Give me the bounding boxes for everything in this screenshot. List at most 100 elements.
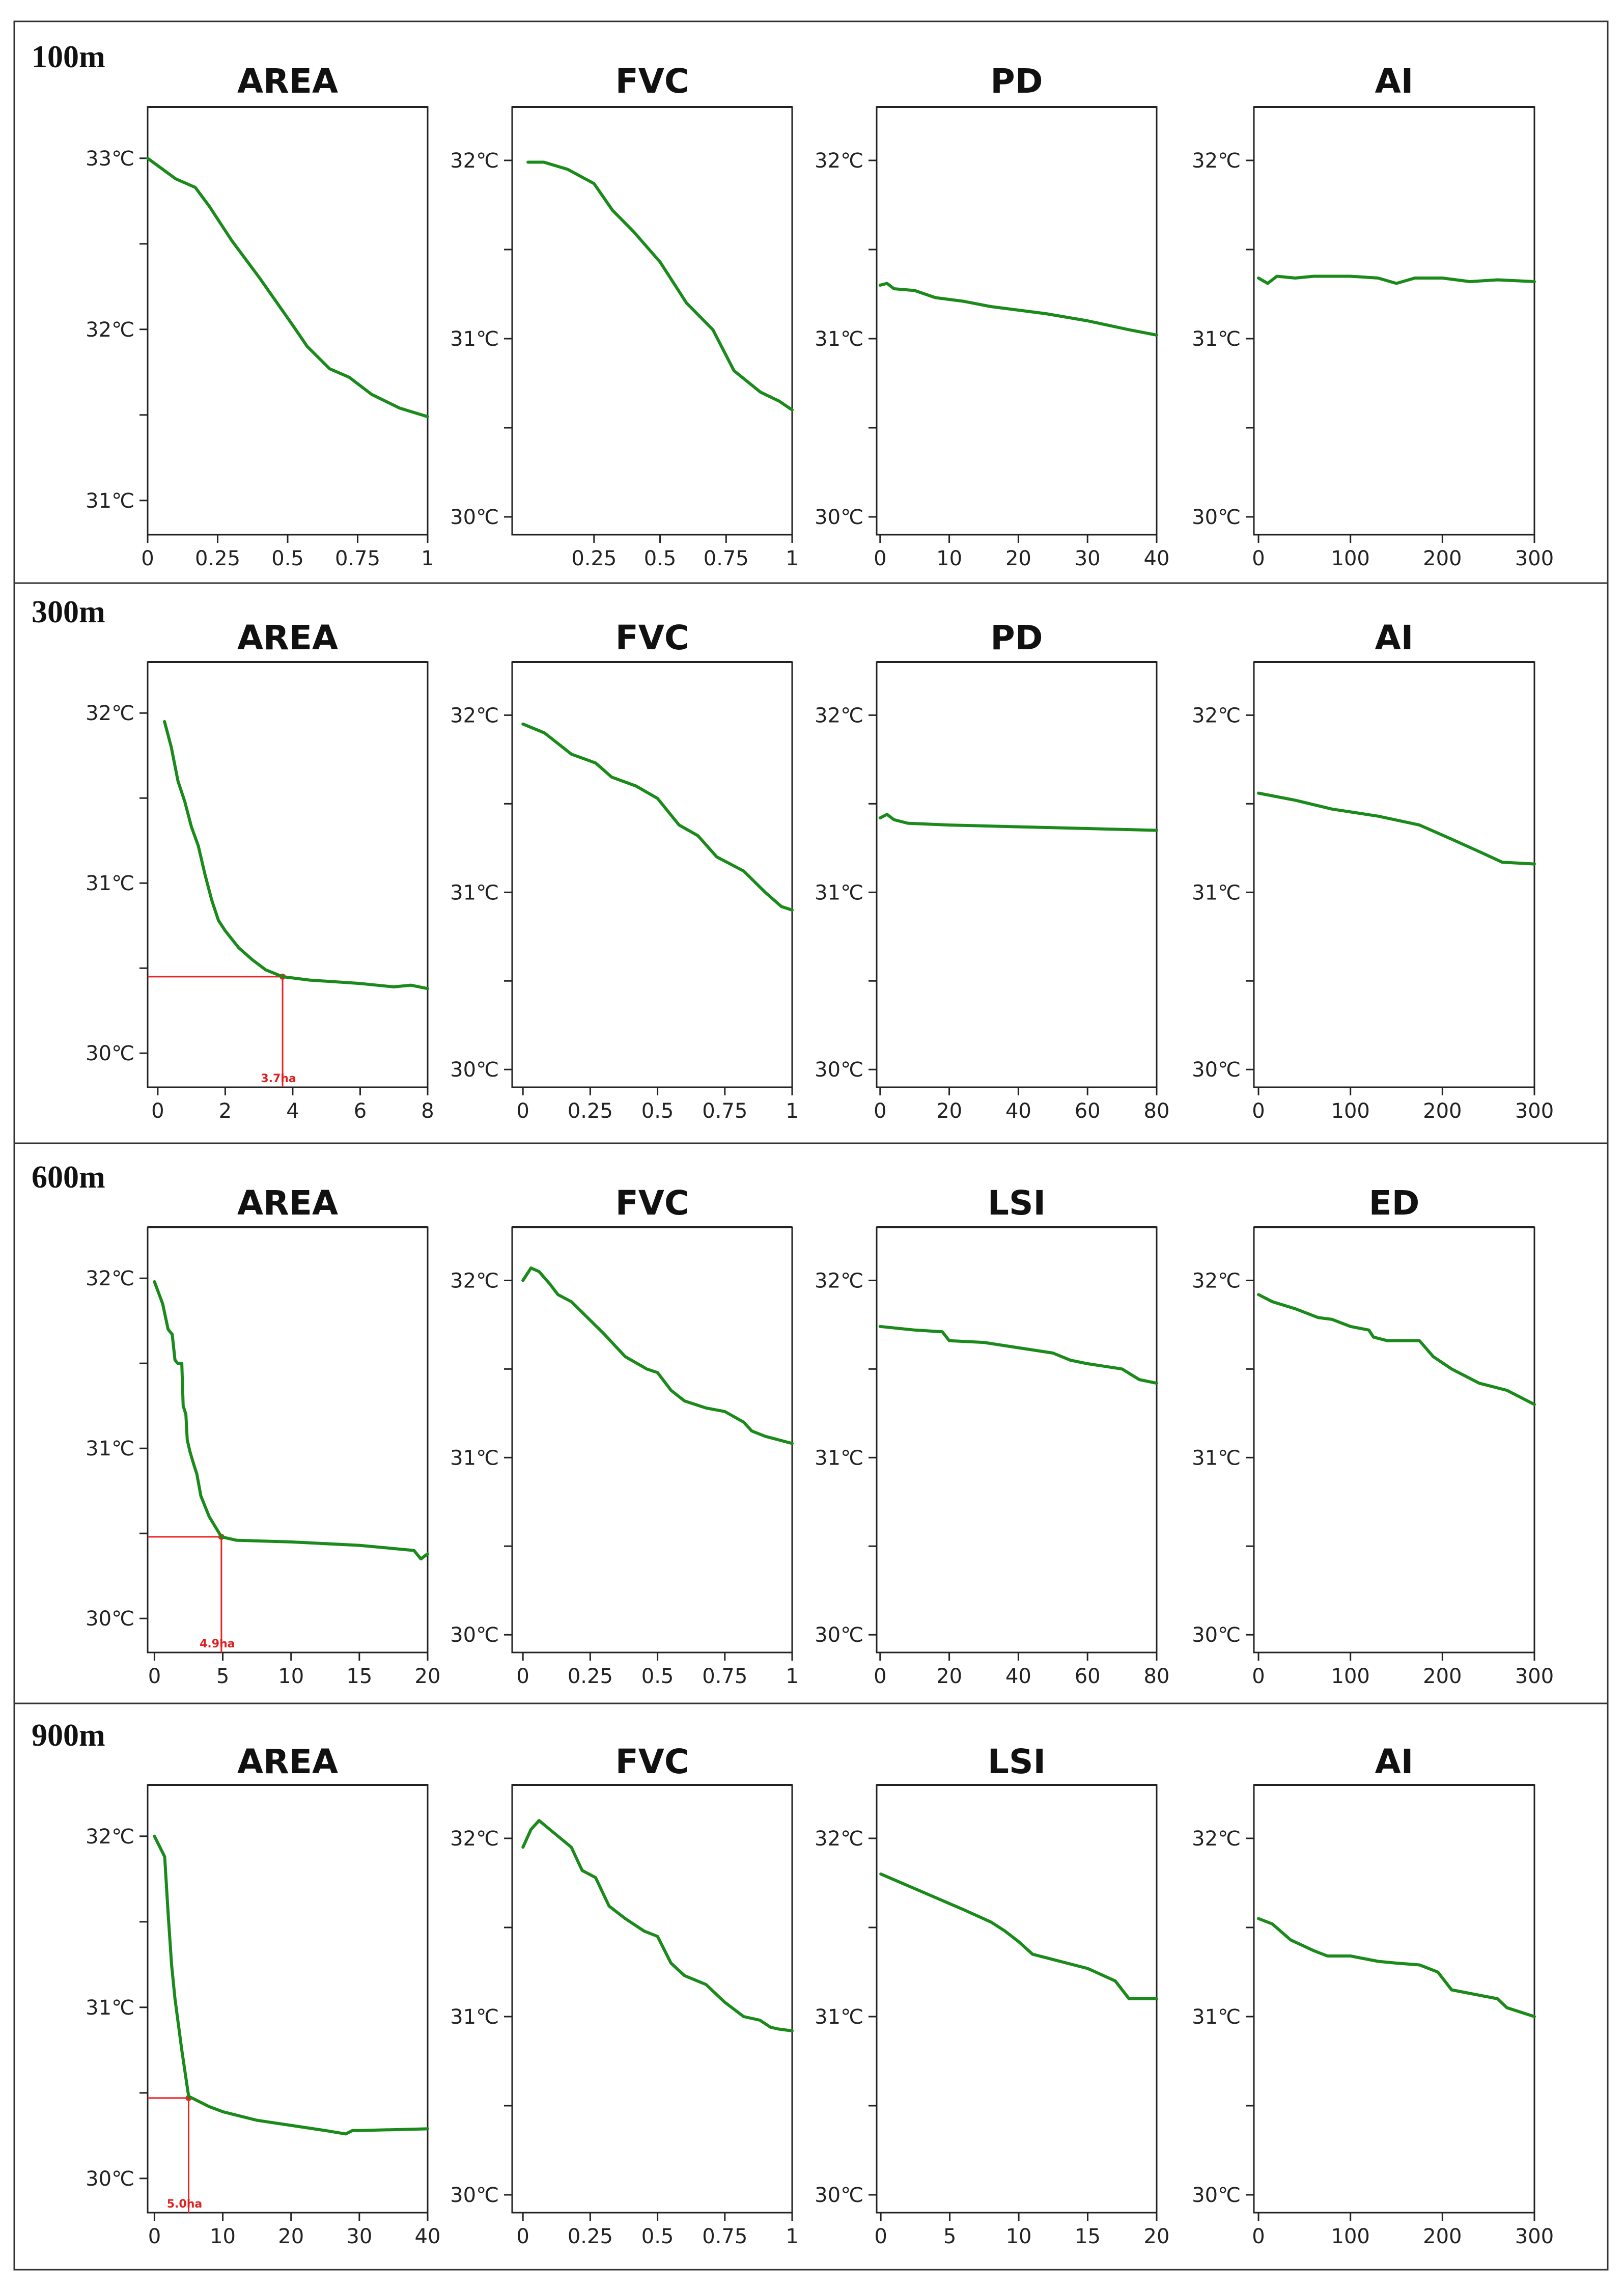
x-tick-label: 100 <box>1331 2225 1370 2248</box>
x-tick-label: 0.25 <box>195 547 240 570</box>
y-tick-label: 31℃ <box>815 881 863 904</box>
x-tick-label: 100 <box>1331 547 1370 570</box>
series-line <box>153 1834 429 2136</box>
y-tick-label: 30℃ <box>1192 1623 1241 1647</box>
x-tick-label: 8 <box>421 1099 434 1123</box>
panel-300m-area: AREA 30℃ 31℃ 32℃ 0 2 4 6 8 3.7ha <box>86 618 434 1123</box>
threshold-label: 5.0ha <box>167 2198 202 2211</box>
x-tick-label: 1 <box>421 547 434 570</box>
x-tick-label: 30 <box>1075 547 1101 570</box>
series-line <box>526 160 794 411</box>
x-tick-label: 0.75 <box>702 2225 747 2248</box>
y-tick-label: 31℃ <box>86 1996 134 2020</box>
x-tick-label: 0.5 <box>271 547 304 570</box>
x-tick-label: 10 <box>936 547 962 570</box>
x-tick-label: 10 <box>210 2225 236 2248</box>
y-tick-label: 32℃ <box>815 149 863 173</box>
series-line <box>521 1266 794 1445</box>
row-label-300m: 300m <box>32 595 105 629</box>
x-tick-label: 40 <box>1005 1099 1031 1123</box>
x-tick-label: 0.75 <box>702 1099 747 1123</box>
y-tick-label: 31℃ <box>815 327 863 351</box>
panel-title: AI <box>1375 62 1414 101</box>
panel-900m-ai: AI 30℃ 31℃ 32℃ 0 100 200 300 <box>1192 1742 1554 2248</box>
panel-title: AREA <box>237 62 338 101</box>
y-tick-label: 32℃ <box>1192 1269 1241 1292</box>
y-tick-label: 30℃ <box>86 2167 134 2191</box>
x-tick-label: 20 <box>936 1665 962 1688</box>
x-tick-label: 15 <box>346 1665 372 1688</box>
panel-title: AREA <box>237 1742 338 1781</box>
x-tick-label: 0 <box>1252 1099 1265 1123</box>
x-tick-label: 200 <box>1423 1099 1462 1123</box>
panel-title: FVC <box>615 1183 689 1223</box>
x-tick-label: 0 <box>874 1665 886 1688</box>
x-tick-label: 300 <box>1515 2225 1554 2248</box>
y-tick-label: 31℃ <box>1192 327 1241 351</box>
y-tick-label: 32℃ <box>450 149 499 173</box>
y-tick-label: 31℃ <box>1192 881 1241 904</box>
y-tick-label: 32℃ <box>86 318 134 342</box>
series-line <box>1257 274 1536 285</box>
y-tick-label: 32℃ <box>450 1269 499 1292</box>
y-tick-label: 32℃ <box>815 704 863 727</box>
x-tick-label: 40 <box>415 2225 441 2248</box>
x-tick-label: 15 <box>1075 2225 1101 2248</box>
series-line <box>878 282 1158 337</box>
x-tick-label: 0.75 <box>704 547 749 570</box>
y-tick-label: 30℃ <box>815 506 863 529</box>
y-tick-label: 30℃ <box>86 1607 134 1631</box>
series-line <box>1257 791 1536 866</box>
panel-100m-ai: AI 30℃ 31℃ 32℃ 0 100 200 300 <box>1192 62 1554 570</box>
y-tick-label: 31℃ <box>450 327 499 351</box>
x-tick-label: 0 <box>1252 1665 1265 1688</box>
x-tick-label: 1 <box>786 1665 798 1688</box>
threshold-label: 3.7ha <box>261 1072 296 1085</box>
x-tick-label: 10 <box>278 1665 304 1688</box>
x-tick-label: 0 <box>148 2225 161 2248</box>
y-tick-label: 30℃ <box>1192 506 1241 529</box>
y-tick-label: 30℃ <box>815 1058 863 1082</box>
x-tick-label: 80 <box>1144 1665 1170 1688</box>
panel-600m-ed: ED 30℃ 31℃ 32℃ 0 100 200 300 <box>1192 1183 1554 1688</box>
panel-title: AREA <box>237 1183 338 1223</box>
y-tick-label: 33℃ <box>86 147 134 171</box>
panel-title: PD <box>990 62 1043 101</box>
x-tick-label: 0.25 <box>571 547 617 570</box>
panel-title: LSI <box>988 1183 1046 1223</box>
y-tick-label: 32℃ <box>1192 149 1241 173</box>
panel-600m-fvc: FVC 30℃ 31℃ 32℃ 0 0.25 0.5 0.75 1 <box>450 1183 799 1688</box>
panel-100m-pd: PD 30℃ 31℃ 32℃ 0 10 20 30 40 <box>815 62 1169 570</box>
panel-title: AI <box>1375 1742 1414 1781</box>
x-tick-label: 0 <box>1252 2225 1265 2248</box>
y-tick-label: 32℃ <box>815 1269 863 1292</box>
x-tick-label: 0 <box>148 1665 161 1688</box>
x-tick-label: 40 <box>1144 547 1170 570</box>
series-line <box>878 1325 1158 1385</box>
y-tick-label: 31℃ <box>450 881 499 904</box>
y-tick-label: 32℃ <box>86 702 134 725</box>
x-tick-label: 0.75 <box>335 547 380 570</box>
x-tick-label: 300 <box>1515 1665 1554 1688</box>
y-tick-label: 32℃ <box>815 1827 863 1851</box>
figure-border <box>13 20 1609 2271</box>
panel-300m-fvc: FVC 30℃ 31℃ 32℃ 0 0.25 0.5 0.75 1 <box>450 618 799 1123</box>
x-tick-label: 10 <box>1006 2225 1032 2248</box>
x-tick-label: 30 <box>346 2225 372 2248</box>
y-tick-label: 30℃ <box>815 2184 863 2207</box>
y-tick-label: 31℃ <box>450 2005 499 2029</box>
y-tick-label: 30℃ <box>450 506 499 529</box>
panel-900m-lsi: LSI 30℃ 31℃ 32℃ 0 5 10 15 20 <box>815 1742 1169 2248</box>
panel-300m-pd: PD 30℃ 31℃ 32℃ 0 20 40 60 80 <box>815 618 1169 1123</box>
x-tick-label: 5 <box>943 2225 956 2248</box>
x-tick-label: 0.75 <box>702 1665 747 1688</box>
y-tick-label: 32℃ <box>86 1825 134 1849</box>
x-tick-label: 0 <box>516 1665 529 1688</box>
y-tick-label: 32℃ <box>86 1267 134 1290</box>
series-line <box>521 722 794 912</box>
x-tick-label: 100 <box>1331 1665 1370 1688</box>
y-tick-label: 30℃ <box>450 2184 499 2207</box>
x-tick-label: 20 <box>278 2225 304 2248</box>
x-tick-label: 20 <box>1144 2225 1170 2248</box>
x-tick-label: 60 <box>1075 1665 1101 1688</box>
